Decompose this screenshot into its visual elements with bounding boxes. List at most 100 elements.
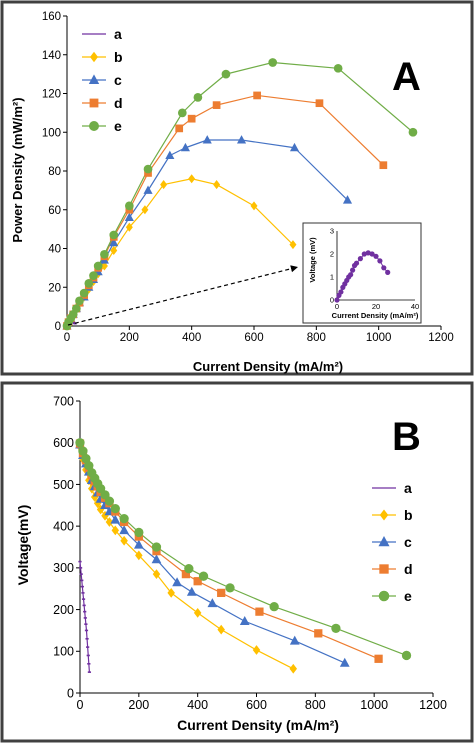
panel-b-x-tick-label: 200 — [128, 698, 149, 712]
panel-b-legend-e-marker — [378, 590, 390, 602]
panel-a-legend-c-label: c — [114, 72, 122, 88]
panel-b-x-tick-label: 1000 — [360, 698, 388, 712]
panel-b-x-tick-label: 800 — [305, 698, 326, 712]
panel-b-legend-c-marker — [378, 536, 390, 547]
inset-series-a-point — [381, 265, 387, 271]
inset-y-tick-label: 3 — [330, 227, 334, 236]
panel-b-series-c-point — [207, 598, 218, 608]
panel-b-series-c-point — [110, 514, 121, 524]
panel-b-x-tick-label: 400 — [187, 698, 208, 712]
panel-a-legend-a-label: a — [114, 26, 122, 42]
inset-axes: 0 20 40 0 1 2 3 — [330, 227, 419, 311]
inset-marks — [334, 250, 391, 303]
inset-series-a-point — [357, 256, 363, 262]
panel-b-series-c-line — [79, 444, 345, 664]
panel-b-series-a-point — [83, 617, 87, 619]
panel-a-x-tick-label: 400 — [182, 332, 201, 344]
panel-b-series-b-point — [120, 535, 128, 546]
panel-a-legend-b-label: b — [114, 49, 123, 65]
panel-b-series-c-point — [133, 539, 144, 549]
panel-a-series-c-point — [109, 237, 119, 247]
panel-b-y-tick-label: 600 — [53, 436, 74, 450]
inset-series-a-point — [361, 251, 367, 257]
panel-a-series-c-point — [202, 135, 212, 144]
panel-b-series-a-point — [86, 646, 90, 648]
panel-a-x-tick-label: 600 — [244, 332, 263, 344]
panel-b-series-a-point — [81, 598, 86, 600]
panel-b-x-tick-label: 1200 — [419, 698, 447, 712]
panel-a-x-tick-label: 200 — [120, 332, 139, 344]
panel-a-series-e-point — [408, 127, 418, 137]
panel-a-series-e-point — [177, 108, 187, 118]
panel-b-series-b-line — [79, 446, 294, 670]
panel-a-x-tick-label: 0 — [64, 332, 70, 344]
panel-a: 0 200 400 600 800 1000 12000204060801001201401… — [10, 11, 454, 374]
panel-a-series-b-point — [160, 180, 168, 190]
panel-b-series-c-point — [289, 635, 300, 645]
panel-b-series-c-point — [119, 525, 129, 535]
panel-a-x-tick-label: 1000 — [366, 332, 392, 344]
panel-b-series-e-point — [78, 446, 88, 456]
panel-b-series-a-point — [80, 579, 84, 582]
panel-a-y-tick-label: 20 — [48, 282, 61, 294]
panel-b-series-b-point — [111, 525, 120, 536]
panel-b-y-tick-label: 100 — [53, 645, 74, 659]
inset-y-axis-label: Voltage (mV) — [308, 237, 317, 283]
panel-b: 0 200 400 600 800 1000 1200 0 100 200 300 400 500 600… — [15, 394, 447, 733]
panel-b-marks — [75, 438, 412, 674]
panel-a-series-e-point — [84, 279, 94, 288]
panel-a-series-d-point — [379, 161, 388, 170]
panel-a-axes: 0 200 400 600 800 1000 12000204060801001201401… — [42, 11, 454, 344]
inset-series-a-point — [377, 258, 383, 264]
panel-a-series-b-point — [141, 205, 149, 215]
panel-a-series-b-point — [125, 222, 133, 232]
panel-a-series-d-point — [212, 101, 221, 109]
panel-a-series-c-point — [236, 135, 247, 144]
panel-a-series-c-point — [180, 142, 190, 152]
panel-b-y-tick-label: 300 — [53, 561, 74, 575]
panel-b-series-e-point — [75, 438, 85, 448]
panel-b-series-a-point — [86, 654, 90, 657]
panel-b-series-a-point — [82, 604, 86, 607]
panel-b-series-e-point — [134, 527, 144, 538]
panel-a-series-e-point — [75, 296, 84, 306]
panel-b-series-a-point — [78, 560, 82, 563]
panel-b-series-d-point — [255, 607, 264, 616]
panel-a-series-d-point — [253, 91, 261, 100]
panel-b-series-c-point — [172, 577, 182, 587]
panel-b-y-tick-label: 500 — [53, 478, 74, 492]
inset-x-tick-label: 20 — [372, 302, 380, 311]
panel-a-legend-c-marker — [88, 74, 100, 84]
panel-b-series-d-point — [217, 588, 226, 598]
panel-b-y-tick-label: 700 — [53, 394, 74, 408]
panel-a-series-c-point — [143, 185, 153, 194]
panel-b-series-b-point — [152, 569, 161, 579]
panel-a-series-e-point — [193, 93, 203, 102]
panel-a-series-e-point — [79, 288, 89, 298]
panel-a-series-e-point — [333, 63, 343, 73]
panel-a-label: A — [392, 55, 421, 99]
inset-series-a-point — [373, 253, 379, 259]
panel-b-series-a-point — [87, 663, 91, 665]
inset-x-tick-label: 0 — [335, 302, 339, 311]
inset-y-tick-label: 0 — [330, 296, 334, 305]
panel-b-y-axis-label: Voltage(mV) — [15, 505, 31, 586]
inset-pointer-arrow — [67, 265, 299, 326]
panel-a-series-b-point — [289, 240, 297, 250]
panel-b-series-c-point — [186, 586, 197, 596]
panel-a-legend-d-label: d — [114, 95, 123, 111]
inset-y-tick-label: 1 — [330, 273, 334, 282]
panel-a-series-b-point — [213, 180, 221, 190]
panel-a-series-b-point — [100, 261, 108, 271]
panel-a-x-axis-label: Current Density (mA/m²) — [193, 359, 343, 374]
panel-a-series-c-point — [289, 142, 300, 152]
panel-b-series-e-point — [184, 564, 194, 574]
panel-b-series-e-point — [401, 650, 412, 661]
panel-a-y-tick-label: 40 — [48, 244, 61, 256]
panel-a-legend-e-marker — [89, 121, 99, 131]
panel-b-series-a-point — [84, 629, 89, 632]
panel-a-series-d-point — [175, 124, 184, 133]
panel-a-legend-e-label: e — [114, 118, 122, 134]
panel-a-series-b-point — [188, 174, 196, 184]
panel-b-series-e-point — [110, 503, 120, 514]
